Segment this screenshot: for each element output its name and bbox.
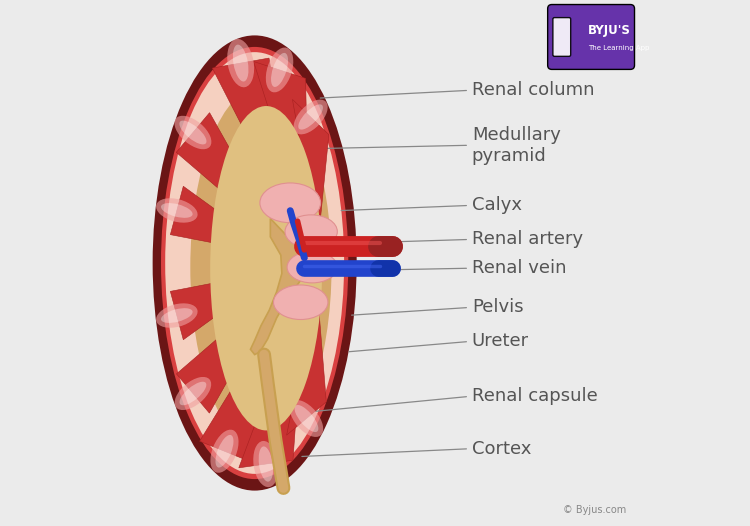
Ellipse shape [153, 35, 357, 491]
Ellipse shape [179, 382, 206, 405]
Ellipse shape [274, 285, 328, 319]
Text: The Learning App: The Learning App [588, 45, 650, 52]
Polygon shape [170, 270, 279, 340]
Polygon shape [176, 113, 284, 245]
Ellipse shape [260, 183, 320, 222]
FancyBboxPatch shape [548, 5, 634, 69]
Ellipse shape [179, 120, 206, 145]
Text: Ureter: Ureter [472, 332, 529, 350]
FancyBboxPatch shape [553, 17, 571, 56]
Polygon shape [254, 62, 309, 236]
Ellipse shape [266, 47, 293, 93]
Ellipse shape [161, 308, 193, 323]
Text: © Byjus.com: © Byjus.com [563, 505, 626, 515]
Polygon shape [170, 186, 279, 256]
Ellipse shape [175, 377, 211, 410]
Ellipse shape [156, 198, 197, 222]
Text: BYJU'S: BYJU'S [588, 24, 631, 37]
Ellipse shape [254, 441, 278, 487]
Ellipse shape [271, 53, 288, 87]
Text: Pelvis: Pelvis [472, 298, 524, 317]
Polygon shape [212, 58, 298, 235]
Polygon shape [292, 99, 328, 242]
Ellipse shape [232, 45, 248, 82]
Text: Renal capsule: Renal capsule [472, 388, 598, 406]
Ellipse shape [161, 203, 193, 218]
Ellipse shape [175, 116, 211, 149]
Polygon shape [176, 281, 284, 413]
Ellipse shape [259, 447, 273, 482]
Ellipse shape [298, 104, 323, 129]
Ellipse shape [287, 251, 338, 283]
Ellipse shape [190, 87, 332, 448]
Text: Renal vein: Renal vein [472, 259, 566, 277]
Ellipse shape [295, 405, 318, 432]
Polygon shape [286, 285, 326, 435]
Polygon shape [200, 290, 293, 461]
Polygon shape [238, 291, 305, 468]
Ellipse shape [285, 215, 338, 248]
Text: Calyx: Calyx [472, 196, 522, 215]
Text: Cortex: Cortex [472, 440, 531, 458]
Ellipse shape [215, 435, 233, 468]
Polygon shape [251, 218, 307, 355]
Ellipse shape [161, 47, 348, 479]
Ellipse shape [293, 99, 328, 134]
Ellipse shape [227, 39, 254, 87]
Text: Renal artery: Renal artery [472, 230, 583, 248]
Ellipse shape [165, 52, 344, 474]
Text: Renal column: Renal column [472, 82, 594, 99]
Ellipse shape [156, 304, 197, 328]
Ellipse shape [290, 400, 323, 437]
Ellipse shape [210, 106, 322, 430]
Text: Medullary
pyramid: Medullary pyramid [472, 126, 561, 165]
Ellipse shape [211, 430, 238, 473]
